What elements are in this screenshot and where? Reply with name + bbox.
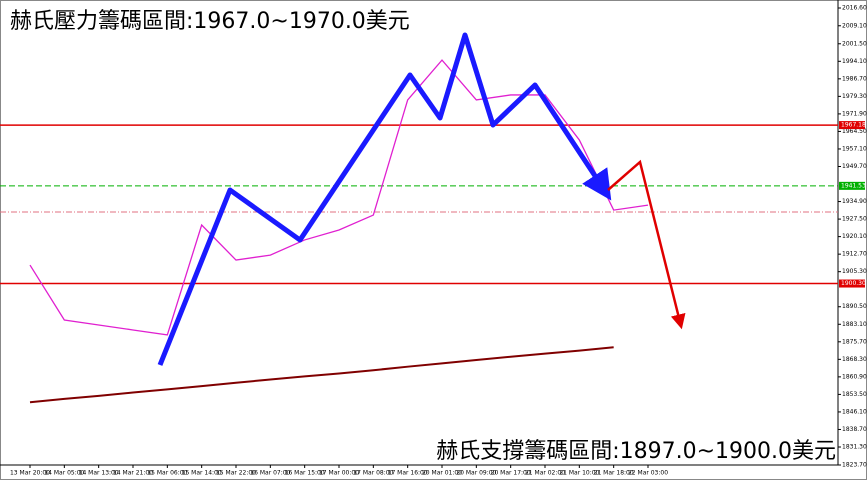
y-tick-label: 1927.50 bbox=[842, 216, 867, 223]
y-tick-label: 2001.50 bbox=[842, 40, 867, 47]
y-tick-label: 1846.10 bbox=[842, 408, 867, 415]
x-tick-label: 15 Mar 06:00 bbox=[147, 470, 187, 477]
x-tick-label: 16 Mar 15:00 bbox=[285, 470, 325, 477]
x-tick-label: 17 Mar 08:00 bbox=[353, 470, 393, 477]
y-tick-label: 1949.70 bbox=[842, 163, 867, 170]
forecast-arrow bbox=[607, 159, 686, 330]
x-tick-label: 15 Mar 22:00 bbox=[216, 470, 256, 477]
y-tick-label: 1823.70 bbox=[842, 462, 867, 469]
chart-title: 赫氏壓力籌碼區間:1967.0~1970.0美元 bbox=[10, 9, 410, 34]
y-tick-label: 2009.10 bbox=[842, 22, 867, 29]
y-tick-label: 1979.30 bbox=[842, 93, 867, 100]
y-tick-label: 1875.70 bbox=[842, 338, 867, 345]
level-box bbox=[839, 279, 865, 288]
y-tick-label: 1994.10 bbox=[842, 58, 867, 65]
y-tick-label: 1868.30 bbox=[842, 356, 867, 363]
y-tick-label: 1831.30 bbox=[842, 443, 867, 450]
x-tick-label: 17 Mar 00:00 bbox=[319, 470, 359, 477]
y-tick-label: 1890.50 bbox=[842, 303, 867, 310]
x-tick-label: 14 Mar 05:00 bbox=[44, 470, 84, 477]
level-label: 1941.53 bbox=[841, 182, 866, 189]
y-tick-label: 1838.70 bbox=[842, 426, 867, 433]
annotation: 赫氏支撐籌碼區間:1897.0~1900.0美元 bbox=[436, 439, 836, 464]
y-tick-label: 1986.70 bbox=[842, 75, 867, 82]
x-tick-label: 21 Mar 02:00 bbox=[525, 470, 565, 477]
y-tick-label: 1934.90 bbox=[842, 198, 867, 205]
y-tick-label: 1853.50 bbox=[842, 391, 867, 398]
y-tick-label: 1860.90 bbox=[842, 373, 867, 380]
x-tick-label: 14 Mar 21:00 bbox=[113, 470, 153, 477]
y-tick-label: 1957.10 bbox=[842, 145, 867, 152]
x-tick-label: 16 Mar 07:00 bbox=[250, 470, 290, 477]
y-tick-label: 2016.60 bbox=[842, 5, 867, 12]
y-tick-label: 1912.70 bbox=[842, 251, 867, 258]
x-tick-label: 20 Mar 01:00 bbox=[422, 470, 462, 477]
y-tick-label: 1920.10 bbox=[842, 233, 867, 240]
level-box bbox=[839, 181, 865, 190]
x-tick-label: 13 Mar 20:00 bbox=[10, 470, 50, 477]
x-tick-label: 15 Mar 14:00 bbox=[182, 470, 222, 477]
x-tick-label: 20 Mar 17:00 bbox=[491, 470, 531, 477]
price-line bbox=[29, 59, 649, 336]
y-tick-label: 1905.30 bbox=[842, 268, 867, 275]
x-tick-label: 14 Mar 13:00 bbox=[79, 470, 119, 477]
level-label: 1967.18 bbox=[841, 122, 866, 129]
x-tick-label: 21 Mar 18:00 bbox=[594, 470, 634, 477]
level-box bbox=[839, 121, 865, 130]
x-tick-label: 22 Mar 03:00 bbox=[628, 470, 668, 477]
x-tick-label: 17 Mar 16:00 bbox=[388, 470, 428, 477]
level-label: 1900.30 bbox=[841, 280, 866, 287]
x-tick-label: 20 Mar 09:00 bbox=[456, 470, 496, 477]
price-line bbox=[29, 346, 614, 404]
trend-arrow bbox=[157, 32, 612, 366]
y-tick-label: 1971.90 bbox=[842, 110, 867, 117]
y-tick-label: 1964.50 bbox=[842, 128, 867, 135]
x-tick-label: 21 Mar 10:00 bbox=[559, 470, 599, 477]
y-tick-label: 1883.10 bbox=[842, 321, 867, 328]
